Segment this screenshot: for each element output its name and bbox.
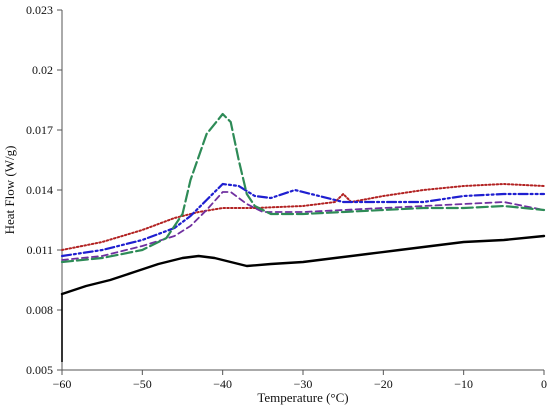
x-tick-label: −30 xyxy=(294,377,313,391)
x-tick-label: −50 xyxy=(133,377,152,391)
y-tick-label: 0.005 xyxy=(26,363,53,377)
series-line-3-dash-dot-dot xyxy=(60,182,546,258)
y-tick-label: 0.014 xyxy=(26,183,53,197)
x-axis-title: Temperature (°C) xyxy=(257,390,348,405)
y-tick-label: 0.023 xyxy=(26,3,53,17)
series-line-2-dotted xyxy=(61,183,545,251)
y-tick-label: 0.017 xyxy=(26,123,53,137)
x-tick-label: −40 xyxy=(213,377,232,391)
series-layer xyxy=(60,112,546,362)
series-line-5-long-dash xyxy=(60,112,546,264)
x-tick-label: −20 xyxy=(374,377,393,391)
series-line-1-solid xyxy=(60,234,546,296)
y-tick-label: 0.008 xyxy=(26,303,53,317)
y-tick-label: 0.011 xyxy=(26,243,53,257)
tick-labels: −60 −50 −40 −30 −20 −10 0 0.005 0.008 0.011 0.014 0… xyxy=(26,3,547,391)
series-line-4-dashed xyxy=(61,191,545,261)
x-tick-label: −60 xyxy=(53,377,72,391)
x-tick-label: −10 xyxy=(454,377,473,391)
y-tick-label: 0.02 xyxy=(32,63,53,77)
y-axis-title: Heat Flow (W/g) xyxy=(2,146,17,235)
x-tick-label: 0 xyxy=(541,377,547,391)
